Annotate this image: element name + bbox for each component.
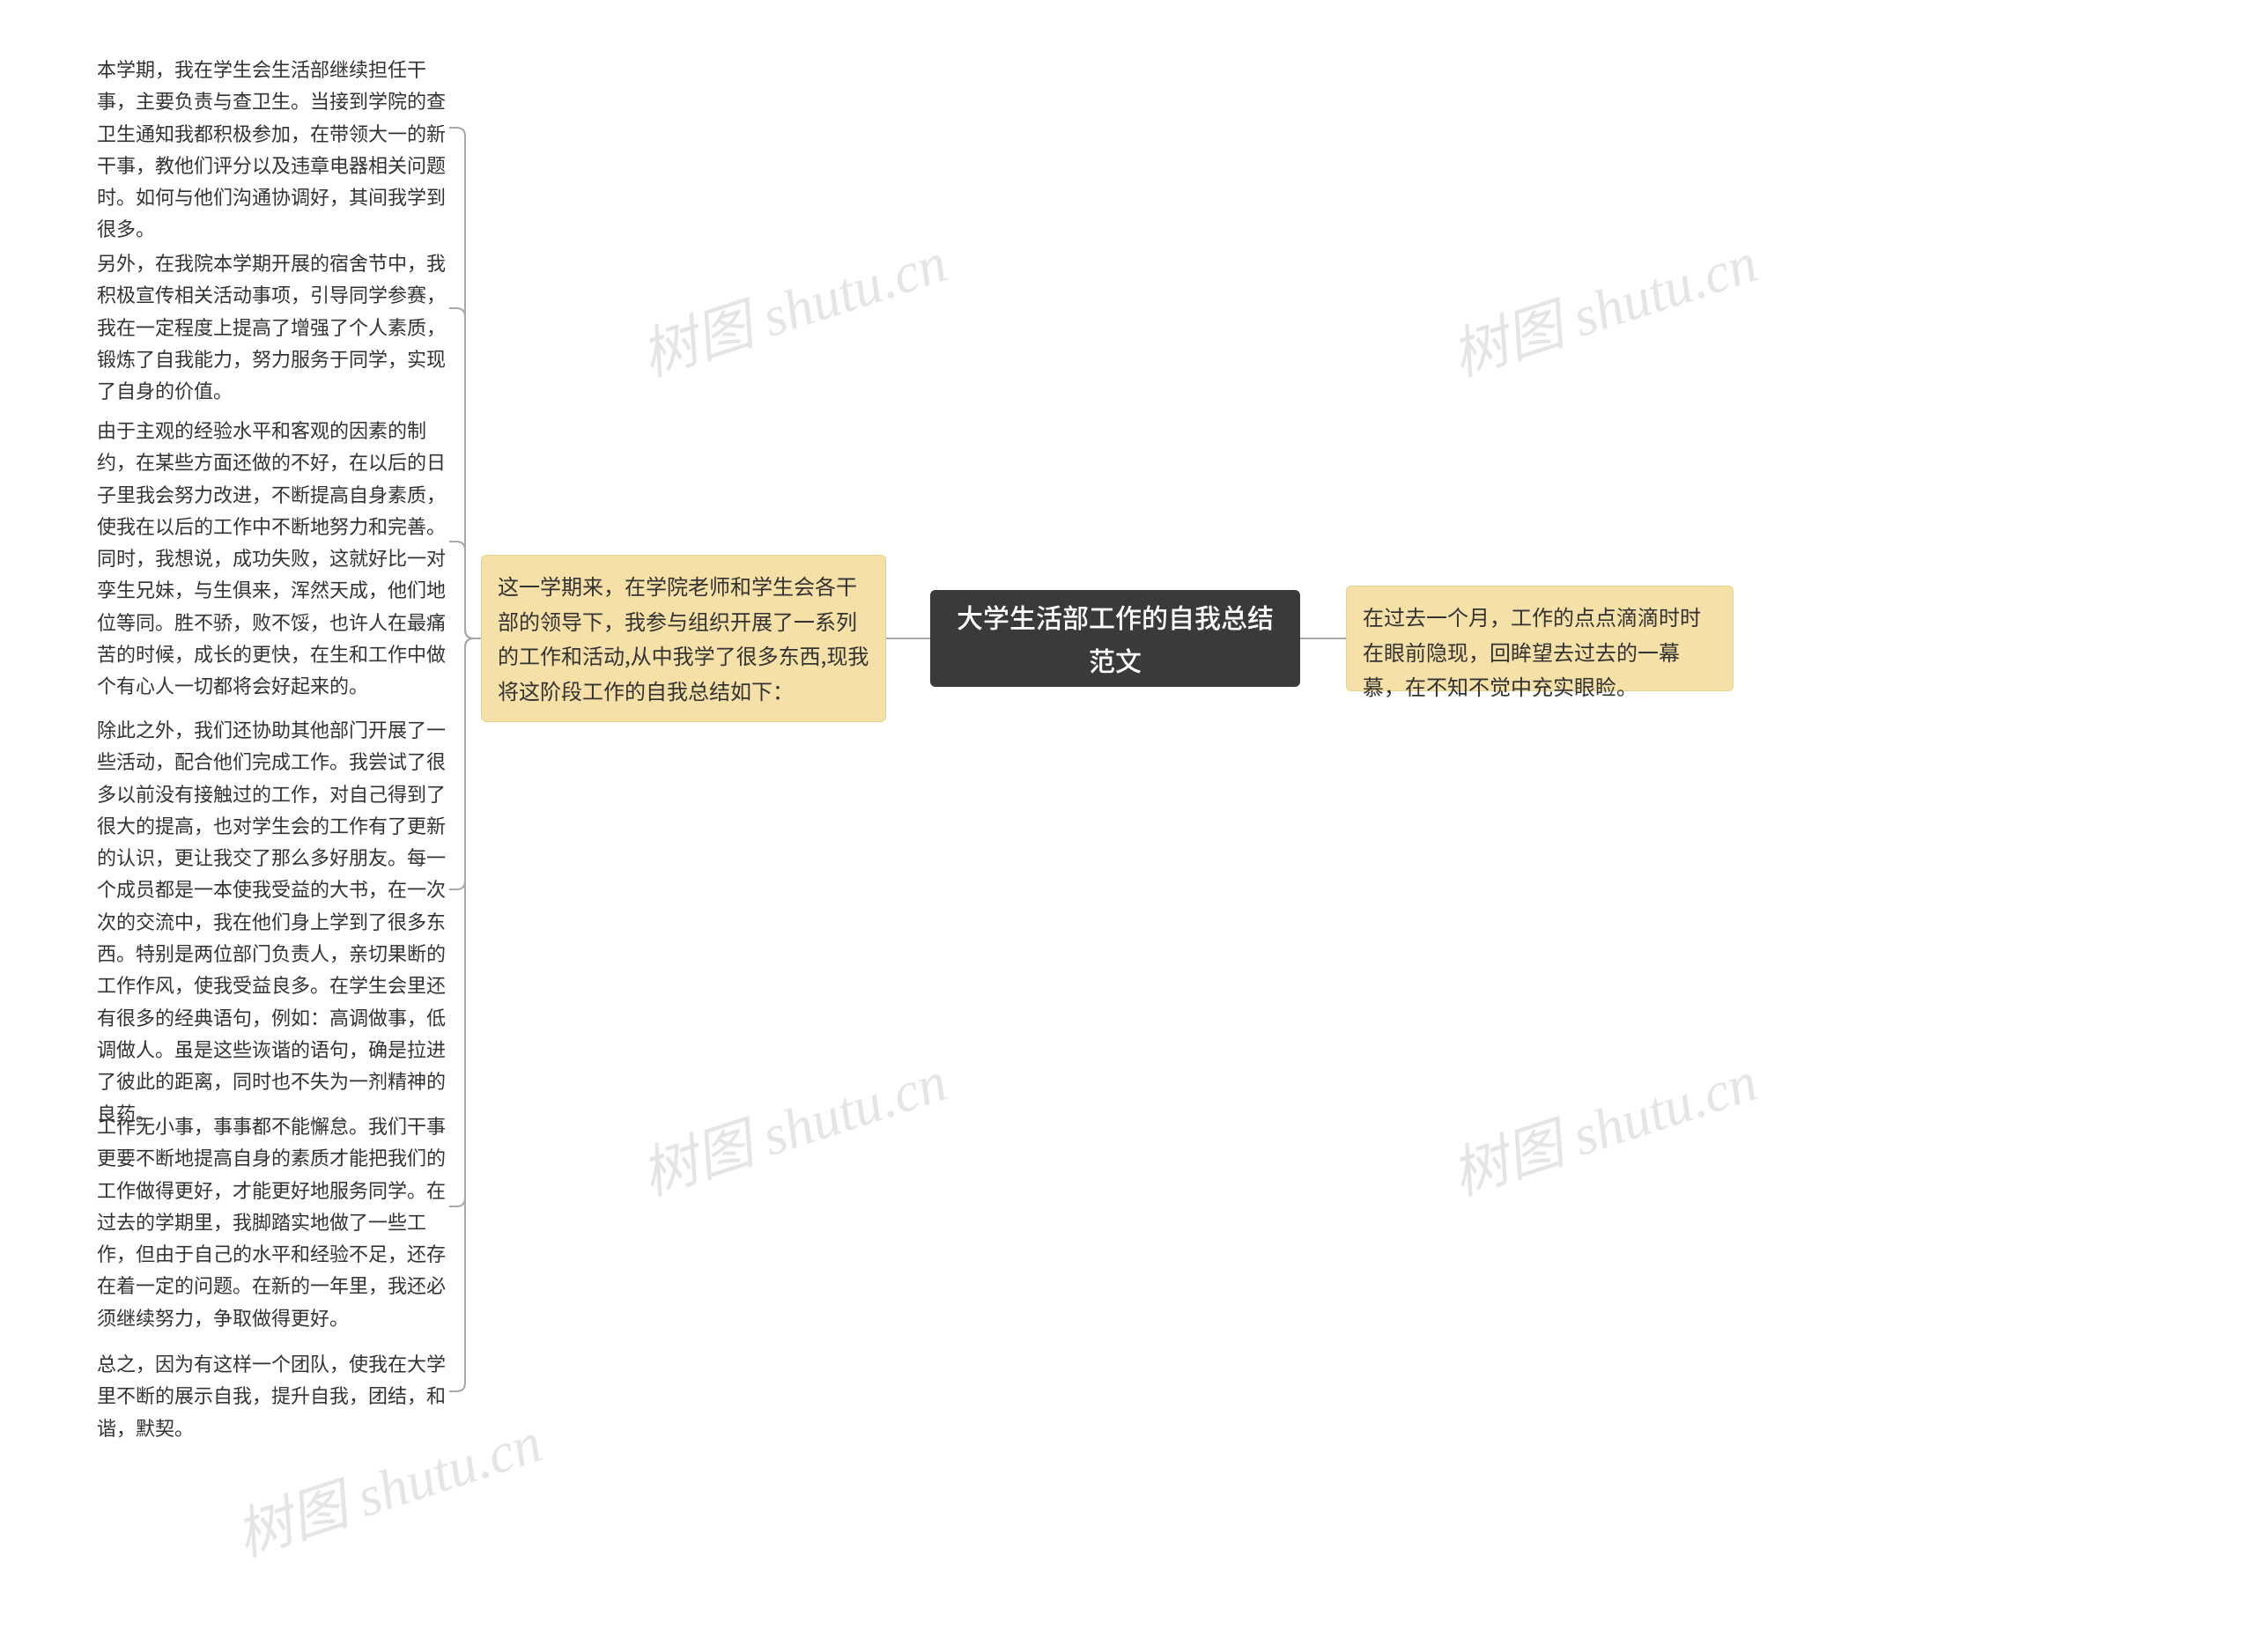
connector xyxy=(449,308,481,638)
watermark: 树图 shutu.cn xyxy=(630,1036,956,1211)
connector xyxy=(449,638,481,889)
watermark: 树图 shutu.cn xyxy=(1440,1036,1766,1211)
connector xyxy=(449,638,481,1206)
leaf-node: 由于主观的经验水平和客观的因素的制约，在某些方面还做的不好，在以后的日子里我会努… xyxy=(97,414,449,702)
connector xyxy=(449,542,481,638)
leaf-node: 总之，因为有这样一个团队，使我在大学里不断的展示自我，提升自我，团结，和谐，默契… xyxy=(97,1347,449,1443)
root-node: 大学生活部工作的自我总结范文 xyxy=(930,590,1300,687)
connector xyxy=(449,638,481,1391)
leaf-node: 另外，在我院本学期开展的宿舍节中，我积极宣传相关活动事项，引导同学参赛，我在一定… xyxy=(97,247,449,406)
connector xyxy=(449,128,481,638)
watermark: 树图 shutu.cn xyxy=(630,218,956,392)
leaf-node: 工作无小事，事事都不能懈怠。我们干事更要不断地提高自身的素质才能把我们的工作做得… xyxy=(97,1110,449,1333)
diagram-canvas: 树图 shutu.cn 树图 shutu.cn 树图 shutu.cn 树图 shut… xyxy=(0,0,2255,1652)
leaf-node: 本学期，我在学生会生活部继续担任干事，主要负责与查卫生。当接到学院的查卫生通知我… xyxy=(97,53,449,245)
leaf-node: 除此之外，我们还协助其他部门开展了一些活动，配合他们完成工作。我尝试了很多以前没… xyxy=(97,713,449,1129)
left-branch-node: 这一学期来，在学院老师和学生会各干部的领导下，我参与组织开展了一系列的工作和活动… xyxy=(481,555,886,722)
watermark: 树图 shutu.cn xyxy=(1440,218,1766,392)
right-branch-node: 在过去一个月，工作的点点滴滴时时在眼前隐现，回眸望去过去的一幕慕，在不知不觉中充… xyxy=(1346,586,1734,691)
